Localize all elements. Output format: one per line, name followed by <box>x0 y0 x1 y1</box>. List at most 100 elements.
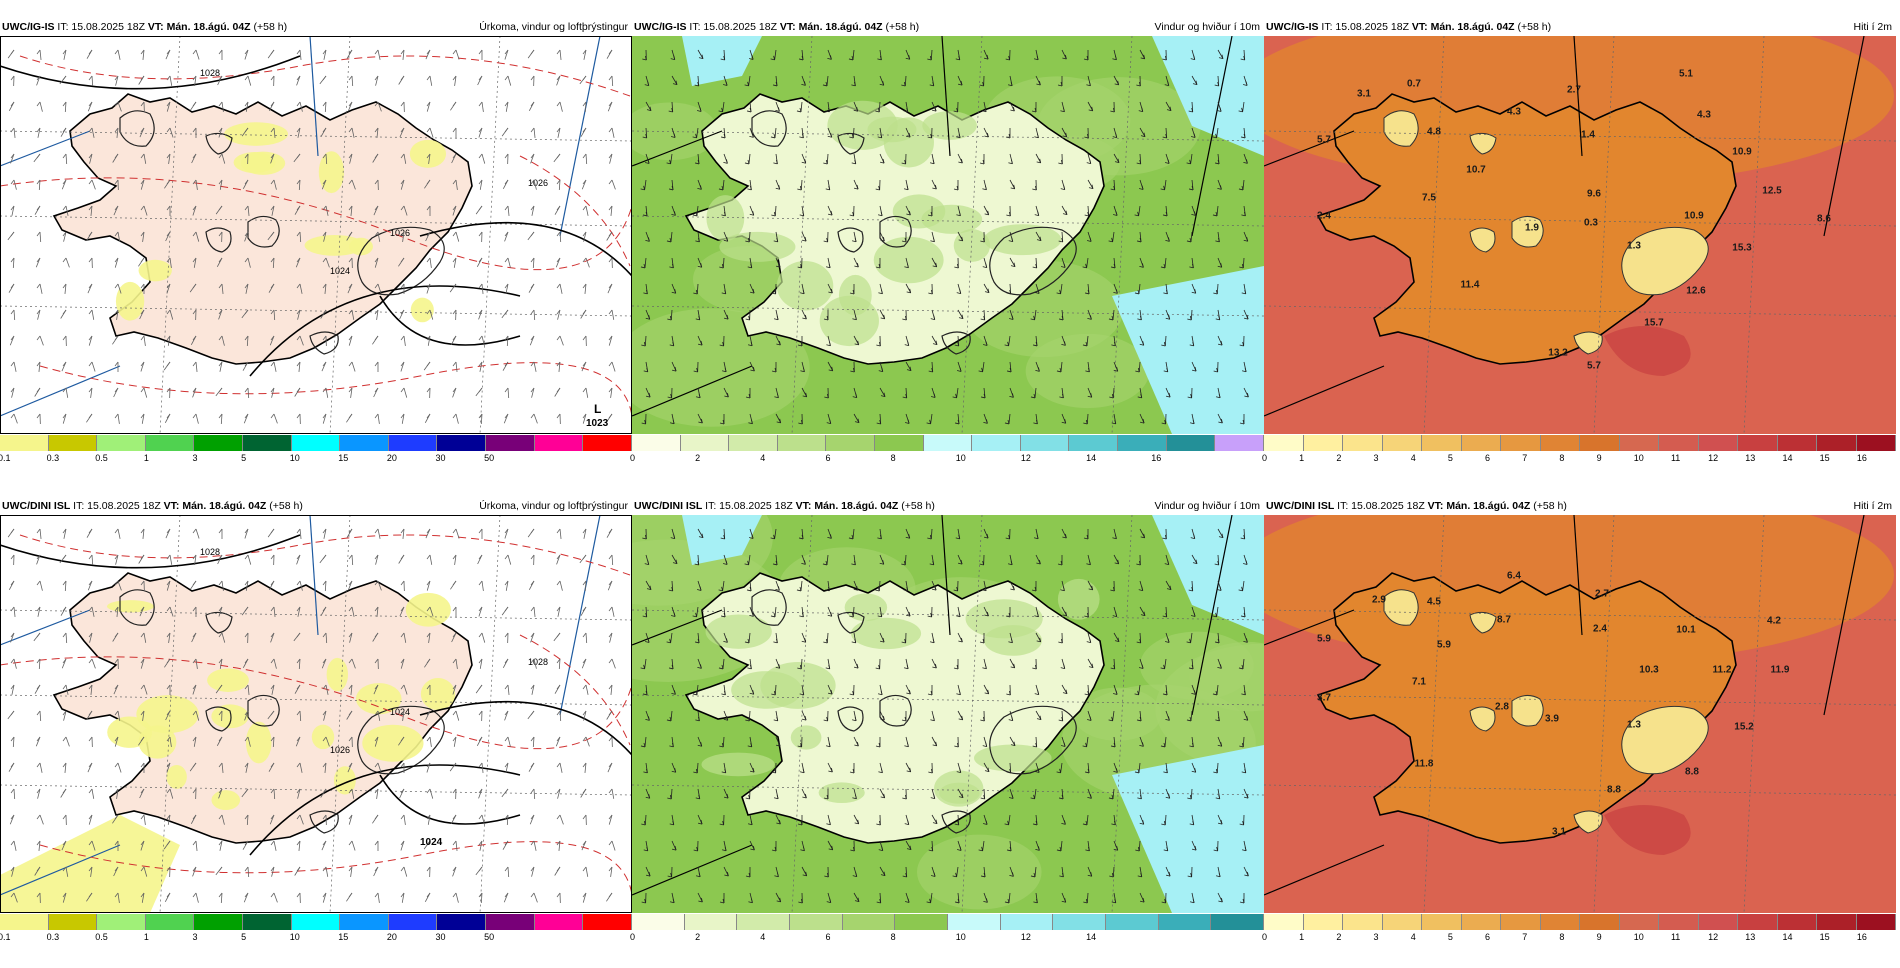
colorbar-swatch <box>972 435 1021 451</box>
map-svg <box>632 515 1264 913</box>
colorbar-swatch <box>340 914 389 930</box>
colorbar-tick-label: 3 <box>1374 932 1379 942</box>
colorbar-tick-label: 20 <box>387 453 397 463</box>
temperature-label: 1.3 <box>1627 241 1641 252</box>
map-panel-temp-ig: UWC/IG-IS IT: 15.08.2025 18Z VT: Mán. 18… <box>1264 19 1896 489</box>
run-info: UWC/DINI ISL IT: 15.08.2025 18Z VT: Mán.… <box>2 498 303 514</box>
terrain-wind <box>777 261 833 310</box>
temperature-label: 3.1 <box>1357 89 1371 100</box>
colorbar-swatch <box>1778 914 1818 930</box>
colorbar-tick-label: 15 <box>1820 453 1830 463</box>
colorbar-tick-label: 5 <box>1448 932 1453 942</box>
isobar-label: 1028 <box>200 68 220 78</box>
lead-time: (+58 h) <box>883 21 919 33</box>
init-time: IT: 15.08.2025 18Z <box>702 500 795 512</box>
colorbar-tick-label: 13 <box>1745 453 1755 463</box>
colorbar-swatch <box>583 435 632 451</box>
temperature-label: 7.1 <box>1412 677 1426 688</box>
temperature-label: 0.3 <box>1584 218 1598 229</box>
terrain-wind <box>1058 579 1100 620</box>
valid-time: VT: Mán. 18.ágú. 04Z <box>780 21 883 33</box>
temperature-label: 0.7 <box>1407 79 1421 90</box>
colorbar-tick-label: 14 <box>1086 453 1096 463</box>
colorbar-swatch <box>1304 435 1344 451</box>
colorbar-tick-label: 3 <box>1374 453 1379 463</box>
colorbar-swatch <box>1462 435 1502 451</box>
wind-shade <box>917 835 1042 910</box>
terrain-wind <box>819 782 865 803</box>
init-time: IT: 15.08.2025 18Z <box>55 21 148 33</box>
colorbar-tick-label: 13 <box>1745 932 1755 942</box>
terrain-wind <box>706 614 772 648</box>
colorbar-tick-label: 0 <box>1262 932 1267 942</box>
isobar-label: 1026 <box>528 178 548 188</box>
colorbar-tick-label: 20 <box>387 932 397 942</box>
colorbar-tick-label: 4 <box>760 453 765 463</box>
field-title: Úrkoma, vindur og loftþrýstingur <box>479 19 628 35</box>
colorbar-swatch <box>1383 435 1423 451</box>
temperature-label: 4.3 <box>1697 110 1711 121</box>
colorbar-swatch <box>437 914 486 930</box>
model-name: UWC/DINI ISL <box>2 500 70 512</box>
colorbar-swatch <box>826 435 875 451</box>
temperature-label: 4.5 <box>1427 597 1441 608</box>
precip-patch <box>211 790 240 810</box>
map-area <box>632 36 1264 434</box>
colorbar-swatch <box>243 435 292 451</box>
colorbar-tick-label: 10 <box>290 932 300 942</box>
colorbar-swatch <box>340 435 389 451</box>
field-title: Vindur og hviður í 10m <box>1155 498 1260 514</box>
colorbar-tick-label: 15 <box>338 453 348 463</box>
colorbar-swatch <box>1699 914 1739 930</box>
precip-patch <box>327 658 348 691</box>
colorbar-tick-label: 14 <box>1782 453 1792 463</box>
colorbar-swatch <box>292 435 341 451</box>
colorbar <box>0 435 632 451</box>
colorbar-swatch <box>1620 435 1660 451</box>
colorbar-tick-label: 10 <box>956 932 966 942</box>
colorbar-swatch <box>1264 435 1304 451</box>
map-panel-precip-ig: UWC/IG-IS IT: 15.08.2025 18Z VT: Mán. 18… <box>0 19 632 489</box>
colorbar-swatch <box>0 435 49 451</box>
colorbar-swatch <box>97 914 146 930</box>
colorbar-tick-label: 50 <box>484 453 494 463</box>
panel-header: UWC/DINI ISL IT: 15.08.2025 18Z VT: Mán.… <box>632 498 1264 514</box>
colorbar-swatch <box>843 914 896 930</box>
colorbar-tick-label: 15 <box>338 932 348 942</box>
colorbar-swatch <box>243 914 292 930</box>
temperature-label: 4.8 <box>1427 127 1441 138</box>
lead-time: (+58 h) <box>898 500 934 512</box>
colorbar-swatch <box>535 914 584 930</box>
temperature-label: 11.4 <box>1461 280 1480 291</box>
colorbar <box>632 435 1264 451</box>
temperature-label: 3.7 <box>1317 693 1331 704</box>
colorbar-swatch <box>875 435 924 451</box>
run-info: UWC/IG-IS IT: 15.08.2025 18Z VT: Mán. 18… <box>1266 19 1551 35</box>
colorbar-swatch <box>1264 914 1304 930</box>
model-name: UWC/IG-IS <box>1266 21 1319 33</box>
terrain-wind <box>934 770 983 806</box>
colorbar-swatch <box>632 435 681 451</box>
valid-time: VT: Mán. 18.ágú. 04Z <box>1428 500 1531 512</box>
colorbar-swatch <box>632 914 685 930</box>
colorbar-swatch <box>895 914 948 930</box>
valid-time: VT: Mán. 18.ágú. 04Z <box>796 500 899 512</box>
colorbar-swatch <box>1857 435 1897 451</box>
colorbar-swatch <box>1159 914 1212 930</box>
colorbar-swatch <box>681 435 730 451</box>
temperature-label: 15.2 <box>1734 722 1753 733</box>
colorbar-swatch <box>1343 914 1383 930</box>
temperature-label: 8.7 <box>1497 615 1511 626</box>
precip-patch <box>139 260 172 282</box>
init-time: IT: 15.08.2025 18Z <box>1319 21 1412 33</box>
colorbar-swatch <box>97 435 146 451</box>
colorbar-tick-label: 6 <box>825 932 830 942</box>
panel-header: UWC/DINI ISL IT: 15.08.2025 18Z VT: Mán.… <box>1264 498 1896 514</box>
temperature-label: 12.5 <box>1762 186 1781 197</box>
map-area <box>632 515 1264 913</box>
colorbar-swatch <box>0 914 49 930</box>
colorbar-tick-label: 4 <box>1411 932 1416 942</box>
